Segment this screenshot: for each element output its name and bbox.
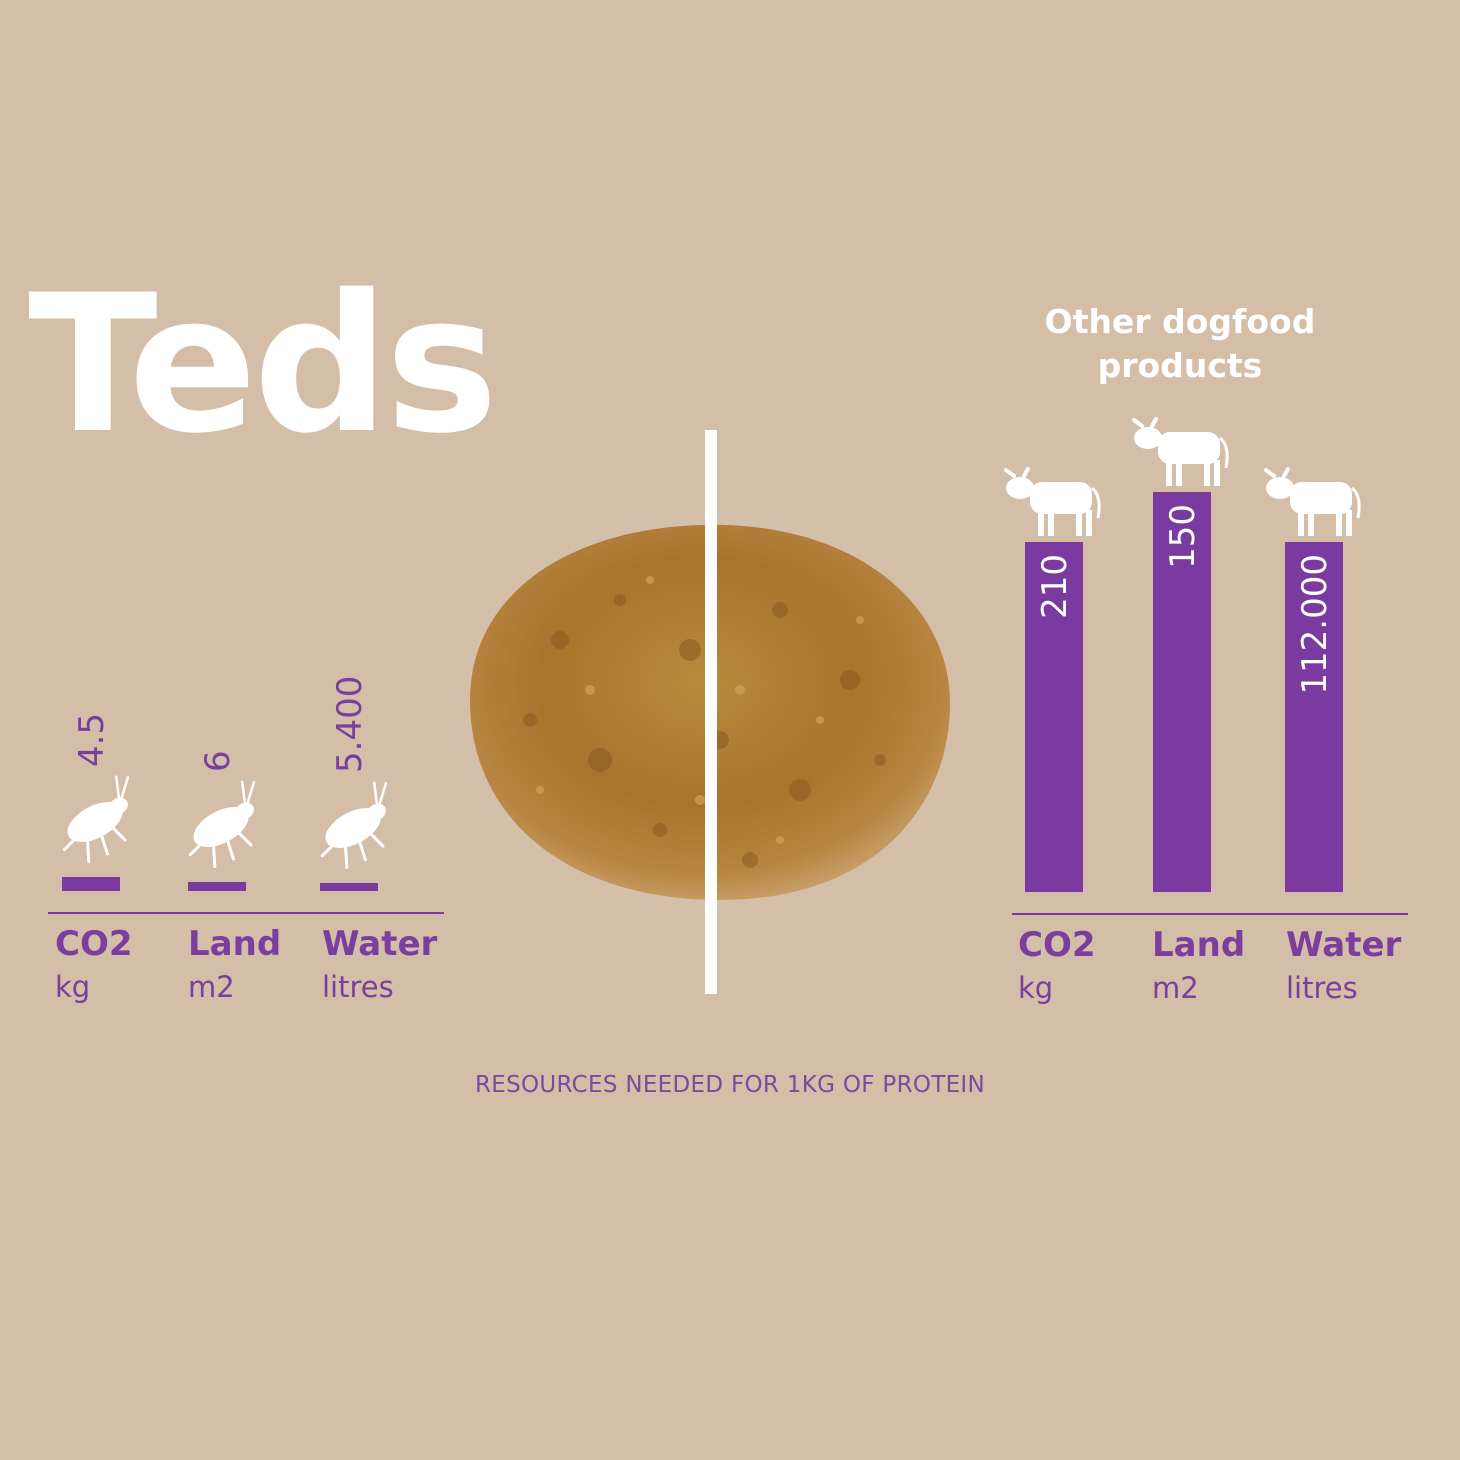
bar-water — [1285, 542, 1343, 892]
teds-chart: 4.5 CO2 kg 6 Land m2 5.400 Water litres — [48, 676, 444, 1004]
unit-label: kg — [1018, 971, 1053, 1005]
category-label: Water — [1286, 925, 1402, 965]
category-label: CO2 — [1018, 925, 1096, 965]
unit-label: m2 — [1152, 971, 1199, 1005]
bar-co2 — [62, 877, 120, 891]
footer-caption: RESOURCES NEEDED FOR 1KG OF PROTEIN — [474, 1072, 986, 1098]
insect-icon — [62, 775, 130, 864]
right-chart-title: Other dogfood products — [1044, 302, 1316, 385]
value-label: 150 — [1163, 504, 1203, 569]
teds-logo: Teds — [28, 254, 498, 475]
bar-land — [1153, 492, 1211, 892]
bar-land — [188, 882, 246, 891]
category-label: Land — [1152, 925, 1245, 965]
value-label: 4.5 — [72, 713, 112, 767]
divider-line — [705, 430, 717, 994]
insect-icon — [188, 780, 256, 869]
unit-label: litres — [1286, 971, 1358, 1005]
value-label: 112.000 — [1295, 554, 1335, 695]
other-dogfood-chart: 210 CO2 kg 150 Land m2 112.000 Water litres — [1004, 417, 1408, 1005]
cow-icon — [1264, 467, 1361, 536]
value-label: 210 — [1035, 554, 1075, 619]
category-label: CO2 — [55, 924, 133, 964]
unit-label: litres — [322, 970, 394, 1004]
category-label: Water — [322, 924, 438, 964]
bar-water — [320, 883, 378, 891]
value-label: 6 — [198, 750, 238, 772]
category-label: Land — [188, 924, 281, 964]
value-label: 5.400 — [330, 676, 370, 773]
unit-label: m2 — [188, 970, 235, 1004]
insect-icon — [320, 781, 388, 870]
cow-icon — [1004, 467, 1101, 536]
bar-co2 — [1025, 542, 1083, 892]
cow-icon — [1132, 417, 1229, 486]
unit-label: kg — [55, 970, 90, 1004]
